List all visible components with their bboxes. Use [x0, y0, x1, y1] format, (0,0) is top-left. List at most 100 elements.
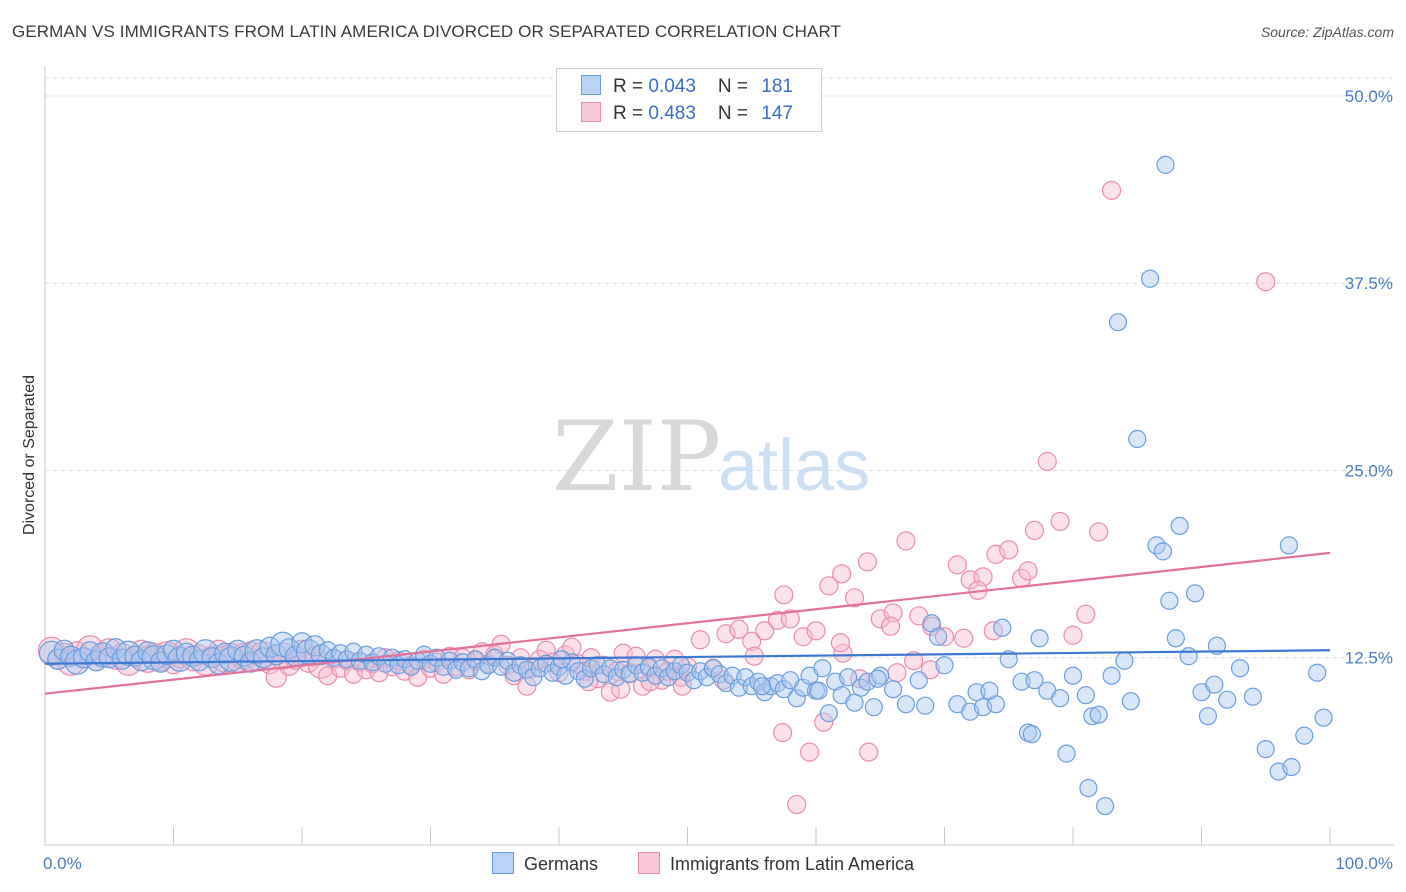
latin-point	[896, 531, 916, 551]
latin-point	[1256, 272, 1276, 292]
latin-point	[830, 633, 851, 653]
legend-swatch-german	[581, 75, 601, 95]
latin-point	[690, 630, 710, 650]
latin-point	[947, 555, 967, 575]
latin-point	[562, 637, 582, 657]
german-point	[1170, 516, 1189, 536]
german-point	[1096, 796, 1115, 816]
german-point	[809, 681, 828, 700]
german-point	[813, 659, 832, 678]
latin-point	[1089, 522, 1109, 542]
german-point	[1063, 666, 1083, 685]
legend-r-value-latin: 0.483	[648, 103, 696, 124]
german-point	[193, 639, 219, 665]
latin-point	[844, 588, 865, 608]
german-point	[868, 669, 887, 688]
german-point	[1079, 778, 1098, 798]
german-point	[896, 695, 916, 714]
german-point	[993, 618, 1012, 637]
bottom-legend-latin: Immigrants from Latin America	[638, 852, 914, 875]
german-point	[752, 677, 772, 696]
german-point	[1140, 269, 1160, 288]
german-point	[1025, 671, 1044, 690]
legend-r-label: R =	[613, 103, 649, 124]
latin-point	[1024, 520, 1045, 541]
latin-point	[787, 794, 807, 815]
source-label: Source: ZipAtlas.com	[1260, 24, 1394, 40]
legend-n-label: N =	[717, 76, 754, 97]
axes	[44, 66, 1394, 846]
german-point	[1115, 651, 1134, 670]
x-tick-labels: 0.0% 100.0%	[43, 854, 1393, 873]
latin-point	[1076, 604, 1096, 624]
latin-point	[934, 627, 955, 647]
legend-n-value-latin: 147	[761, 103, 793, 124]
german-point	[819, 704, 838, 723]
german-point	[1057, 744, 1076, 763]
latin-point	[904, 651, 924, 671]
legend-n-value-german: 181	[761, 76, 793, 97]
german-point	[839, 668, 858, 687]
latin-point	[887, 663, 907, 683]
latin-point	[1018, 561, 1038, 581]
latin-point	[611, 679, 631, 699]
german-point	[524, 668, 543, 687]
y-tick-label: 50.0%	[1345, 87, 1393, 106]
latin-point	[920, 660, 940, 680]
german-point	[1295, 726, 1314, 745]
german-point	[90, 642, 116, 668]
german-point	[864, 698, 883, 717]
latin-point	[1101, 180, 1122, 200]
german-point	[1198, 707, 1218, 726]
watermark-atlas: atlas	[718, 426, 870, 506]
german-point	[787, 689, 806, 708]
gridlines	[45, 77, 1394, 659]
bottom-legend-swatch-latin	[638, 852, 660, 874]
latin-point	[880, 616, 901, 636]
latin-point	[1050, 511, 1070, 532]
bottom-legend-label-german: Germans	[524, 854, 599, 874]
german-point	[1218, 690, 1237, 709]
legend-r-label: R =	[613, 76, 649, 97]
german-point	[115, 640, 142, 666]
german-point	[1160, 591, 1179, 610]
latin-point	[806, 621, 826, 641]
latin-point	[999, 540, 1019, 560]
x-tick-label: 0.0%	[43, 854, 82, 873]
german-point	[1308, 663, 1327, 682]
latin-point	[754, 621, 775, 641]
latin-point	[742, 631, 762, 651]
german-point	[1256, 740, 1275, 759]
latin-point	[774, 585, 794, 605]
latin-point	[1037, 451, 1057, 472]
german-point	[1076, 686, 1095, 705]
german-point	[980, 681, 999, 700]
legend-row-german: R = 0.043 N = 181	[581, 75, 793, 97]
german-point	[1279, 536, 1298, 555]
y-tick-label: 37.5%	[1345, 274, 1393, 293]
german-point	[1282, 757, 1301, 777]
german-point	[1022, 725, 1041, 744]
german-point	[1156, 155, 1175, 174]
legend-row-latin: R = 0.483 N = 147	[581, 102, 793, 124]
y-tick-labels: 12.5% 25.0% 37.5% 50.0%	[1345, 87, 1393, 668]
german-point	[774, 680, 793, 699]
german-point	[1083, 707, 1102, 726]
german-point	[935, 656, 954, 675]
german-point	[1166, 629, 1185, 648]
latin-trend-line	[44, 551, 1331, 695]
latin-point	[954, 628, 974, 648]
bottom-legend-swatch-german	[492, 852, 514, 874]
german-point	[1207, 636, 1227, 655]
german-point	[1243, 687, 1263, 706]
german-point	[252, 647, 275, 669]
latin-point	[1063, 625, 1083, 645]
latin-point	[780, 609, 800, 629]
latin-point	[986, 544, 1006, 564]
y-tick-label: 12.5%	[1345, 649, 1393, 668]
latin-point	[729, 619, 749, 639]
trend-lines	[44, 551, 1331, 695]
legend: R = 0.043 N = 181 R = 0.483 N = 147	[556, 68, 822, 132]
latin-point	[772, 723, 793, 743]
